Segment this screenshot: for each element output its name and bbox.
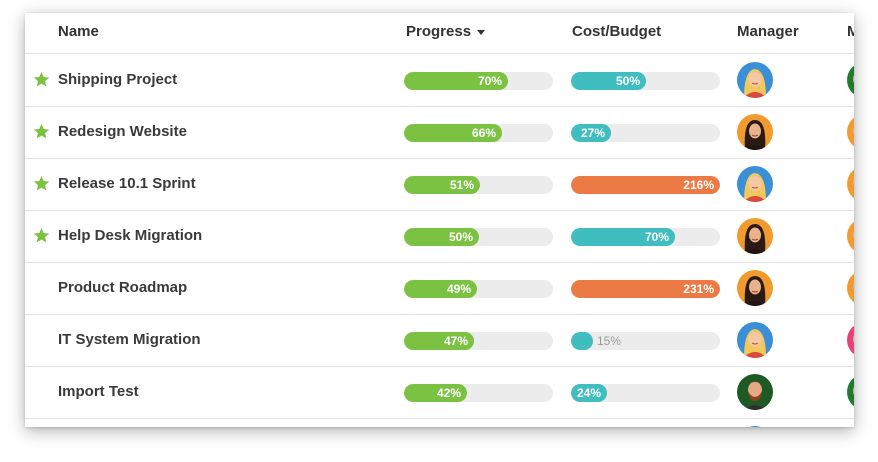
cost-budget-label: 24% <box>576 386 601 400</box>
cost-budget-label: 70% <box>644 230 669 244</box>
cost-budget-bar: 27% <box>571 124 720 142</box>
cost-budget-bar-fill <box>571 332 593 350</box>
column-header-cost-budget-label: Cost/Budget <box>572 23 662 40</box>
grid-header: Name Progress Cost/Budget Manager M <box>25 13 854 54</box>
cost-budget-label: 50% <box>615 74 640 88</box>
progress-bar: 50% <box>404 228 553 246</box>
column-header-name-label: Name <box>58 23 99 40</box>
column-header-manager-label: Manager <box>737 23 799 40</box>
cost-budget-label: 27% <box>580 126 605 140</box>
project-name[interactable]: Product Roadmap <box>58 279 188 296</box>
member-avatar[interactable] <box>847 270 854 306</box>
table-row[interactable] <box>25 418 854 427</box>
manager-avatar[interactable] <box>737 166 773 202</box>
column-header-next-label: M <box>847 23 854 40</box>
manager-avatar[interactable] <box>737 114 773 150</box>
member-avatar[interactable] <box>847 62 854 98</box>
progress-label: 50% <box>448 230 473 244</box>
cost-budget-bar-fill <box>571 72 646 90</box>
cost-budget-bar-fill <box>571 280 720 298</box>
star-icon[interactable] <box>33 71 50 88</box>
project-grid: Name Progress Cost/Budget Manager M Ship… <box>25 13 854 427</box>
progress-label: 49% <box>446 282 471 296</box>
member-avatar[interactable] <box>847 374 854 410</box>
project-name[interactable]: Import Test <box>58 383 139 400</box>
manager-avatar[interactable] <box>737 426 773 427</box>
progress-label: 66% <box>471 126 496 140</box>
table-row[interactable]: IT System Migration 47% 15% <box>25 314 854 367</box>
star-icon[interactable] <box>33 123 50 140</box>
progress-bar: 49% <box>404 280 553 298</box>
progress-bar-fill <box>404 384 467 402</box>
table-row[interactable]: Release 10.1 Sprint 51% 216% <box>25 158 854 211</box>
column-header-progress-label: Progress <box>406 23 472 40</box>
progress-bar-fill <box>404 280 477 298</box>
progress-bar: 47% <box>404 332 553 350</box>
project-name[interactable]: Shipping Project <box>58 71 178 88</box>
member-avatar[interactable] <box>847 322 854 358</box>
member-avatar[interactable] <box>847 114 854 150</box>
project-name[interactable]: Redesign Website <box>58 123 187 140</box>
column-header-next[interactable]: M <box>847 13 854 53</box>
cost-budget-bar: 216% <box>571 176 720 194</box>
progress-bar: 51% <box>404 176 553 194</box>
column-header-progress[interactable]: Progress <box>406 13 486 53</box>
progress-bar-fill <box>404 332 474 350</box>
manager-avatar[interactable] <box>737 62 773 98</box>
cost-budget-label: 15% <box>597 334 622 348</box>
progress-bar: 66% <box>404 124 553 142</box>
project-name[interactable]: Help Desk Migration <box>58 227 203 244</box>
cost-budget-bar: 50% <box>571 72 720 90</box>
manager-avatar[interactable] <box>737 218 773 254</box>
column-header-name[interactable]: Name <box>58 13 99 53</box>
table-row[interactable]: Import Test 42% 24% <box>25 366 854 419</box>
member-avatar[interactable] <box>847 218 854 254</box>
star-icon[interactable] <box>33 175 50 192</box>
progress-label: 51% <box>449 178 474 192</box>
column-header-manager[interactable]: Manager <box>737 13 799 53</box>
manager-avatar[interactable] <box>737 374 773 410</box>
cost-budget-label: 231% <box>683 282 714 296</box>
cost-budget-bar-fill <box>571 176 720 194</box>
progress-bar-fill <box>404 72 508 90</box>
cost-budget-bar: 15% <box>571 332 720 350</box>
progress-bar-fill <box>404 228 479 246</box>
manager-avatar[interactable] <box>737 270 773 306</box>
table-row[interactable]: Product Roadmap 49% 231% <box>25 262 854 315</box>
progress-bar: 70% <box>404 72 553 90</box>
cost-budget-bar-fill <box>571 384 607 402</box>
table-row[interactable]: Redesign Website 66% 27% <box>25 106 854 159</box>
table-row[interactable]: Shipping Project 70% 50% <box>25 54 854 107</box>
table-row[interactable]: Help Desk Migration 50% 70% <box>25 210 854 263</box>
manager-avatar[interactable] <box>737 322 773 358</box>
sort-descending-icon[interactable] <box>477 29 486 35</box>
project-name[interactable]: IT System Migration <box>58 331 201 348</box>
cost-budget-bar-fill <box>571 124 611 142</box>
star-icon[interactable] <box>33 227 50 244</box>
progress-bar: 42% <box>404 384 553 402</box>
cost-budget-label: 216% <box>683 178 714 192</box>
progress-label: 70% <box>477 74 502 88</box>
progress-bar-fill <box>404 124 502 142</box>
cost-budget-bar: 70% <box>571 228 720 246</box>
cost-budget-bar: 231% <box>571 280 720 298</box>
member-avatar[interactable] <box>847 166 854 202</box>
progress-label: 47% <box>443 334 468 348</box>
project-name[interactable]: Release 10.1 Sprint <box>58 175 196 192</box>
column-header-cost-budget[interactable]: Cost/Budget <box>572 13 661 53</box>
progress-label: 42% <box>436 386 461 400</box>
cost-budget-bar: 24% <box>571 384 720 402</box>
cost-budget-bar-fill <box>571 228 675 246</box>
progress-bar-fill <box>404 176 480 194</box>
